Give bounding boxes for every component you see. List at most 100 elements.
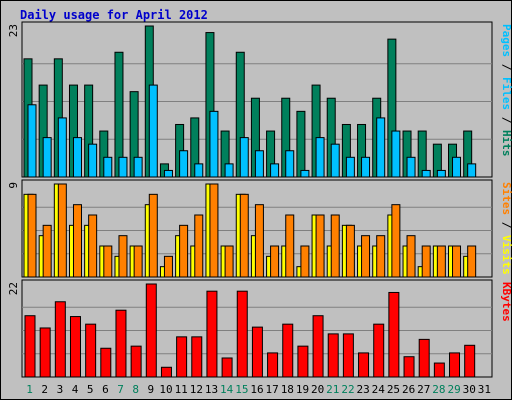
bar-sites-day-21	[330, 214, 340, 278]
bar-kbytes-day-26	[403, 356, 415, 378]
chart-title: Daily usage for April 2012	[20, 8, 208, 22]
day-label-18: 18	[281, 383, 294, 396]
bar-kbytes-day-30	[464, 344, 476, 378]
bar-kbytes-day-13	[206, 290, 218, 378]
bar-files-day-27	[421, 169, 431, 178]
bar-sites-day-2	[42, 224, 52, 278]
bar-sites-day-11	[179, 224, 189, 278]
bar-kbytes-day-9	[145, 283, 157, 378]
bar-sites-day-14	[224, 245, 234, 278]
bar-kbytes-day-27	[418, 338, 430, 378]
bar-sites-day-22	[345, 224, 355, 278]
bar-files-day-11	[179, 150, 189, 178]
bar-files-day-2	[42, 137, 52, 178]
legend-hits: Hits	[500, 130, 512, 157]
legend-pages: Pages	[500, 24, 512, 57]
bar-files-day-8	[133, 156, 143, 178]
bar-sites-day-25	[391, 204, 401, 278]
bar-files-day-17	[270, 163, 280, 178]
legend-files: Files	[500, 77, 512, 110]
day-label-30: 30	[463, 383, 476, 396]
bar-sites-day-24	[376, 235, 386, 278]
day-label-31: 31	[478, 383, 491, 396]
bar-files-day-14	[224, 163, 234, 178]
bar-sites-day-10	[163, 255, 173, 278]
bar-sites-day-13	[209, 183, 219, 278]
bar-sites-day-19	[300, 245, 310, 278]
bar-kbytes-day-11	[176, 336, 188, 378]
day-label-17: 17	[266, 383, 279, 396]
bar-files-day-18	[285, 150, 295, 178]
bar-sites-day-7	[118, 235, 128, 278]
bar-kbytes-day-10	[160, 366, 172, 378]
legend-separator: /	[500, 215, 512, 235]
bar-sites-day-28	[436, 245, 446, 278]
panel-bottom: 22 KBytes	[7, 279, 512, 378]
day-label-3: 3	[57, 383, 64, 396]
panel-top: 23 Pages / Files / Hits	[7, 21, 512, 178]
bar-files-day-3	[57, 117, 67, 178]
bar-kbytes-day-29	[449, 352, 461, 378]
day-axis: 1 2 3 4 5 6 7 8 9 10 11 12 13 14 15 16 17 18 19 20 21 22 23 24 2…	[26, 383, 491, 396]
bar-kbytes-day-23	[358, 352, 370, 378]
bar-files-day-10	[163, 169, 173, 178]
bar-sites-day-3	[57, 183, 67, 278]
bar-files-day-12	[194, 163, 204, 178]
bar-sites-day-17	[270, 245, 280, 278]
bar-files-day-20	[315, 137, 325, 178]
bar-kbytes-day-14	[221, 357, 233, 378]
bar-kbytes-day-6	[100, 347, 112, 378]
bar-kbytes-day-4	[69, 316, 81, 378]
bar-files-day-21	[330, 143, 340, 178]
bar-sites-day-5	[88, 214, 98, 278]
day-label-15: 15	[235, 383, 248, 396]
bar-files-day-9	[148, 84, 158, 178]
bar-sites-day-6	[103, 245, 113, 278]
day-label-23: 23	[357, 383, 370, 396]
max-tick-label: 22	[7, 282, 20, 295]
chart-panels: 23 Pages / Files / Hits 9 Sites / Visits 22 K…	[7, 21, 512, 378]
day-label-21: 21	[326, 383, 339, 396]
bar-files-day-25	[391, 130, 401, 178]
bar-kbytes-day-19	[297, 345, 309, 378]
bar-files-day-16	[254, 150, 264, 178]
bar-sites-day-16	[254, 204, 264, 278]
bar-files-day-22	[345, 156, 355, 178]
bar-sites-day-26	[406, 235, 416, 278]
bar-files-day-29	[452, 156, 462, 178]
bar-sites-day-29	[452, 245, 462, 278]
max-tick-label: 23	[7, 24, 20, 37]
day-label-20: 20	[311, 383, 324, 396]
bar-kbytes-day-21	[327, 333, 339, 378]
legend-top: Pages / Files / Hits	[500, 24, 512, 157]
bar-sites-day-4	[72, 204, 82, 278]
legend-sites: Sites	[500, 182, 512, 215]
bar-files-day-19	[300, 169, 310, 178]
bar-files-day-1	[27, 104, 37, 178]
bar-kbytes-day-28	[433, 362, 445, 378]
bar-kbytes-day-15	[236, 290, 248, 378]
day-label-25: 25	[387, 383, 400, 396]
bar-files-day-13	[209, 110, 219, 178]
day-label-2: 2	[41, 383, 48, 396]
legend-separator: /	[500, 110, 512, 130]
bar-files-day-24	[376, 117, 386, 178]
day-label-28: 28	[432, 383, 445, 396]
bar-kbytes-day-24	[373, 323, 385, 378]
bar-sites-day-27	[421, 245, 431, 278]
day-label-27: 27	[417, 383, 430, 396]
day-label-10: 10	[159, 383, 172, 396]
day-label-14: 14	[220, 383, 234, 396]
legend-separator: /	[500, 57, 512, 77]
legend-visits: Visits	[500, 235, 512, 275]
day-label-9: 9	[148, 383, 155, 396]
bar-hits-day-19	[296, 110, 306, 178]
legend-bottom: KBytes	[500, 282, 512, 322]
legend-middle: Sites / Visits	[500, 182, 512, 275]
bar-kbytes-day-2	[39, 327, 51, 378]
bar-kbytes-day-16	[251, 326, 263, 378]
bar-kbytes-day-1	[24, 315, 36, 378]
bar-files-day-26	[406, 156, 416, 178]
bar-sites-day-9	[148, 193, 158, 278]
